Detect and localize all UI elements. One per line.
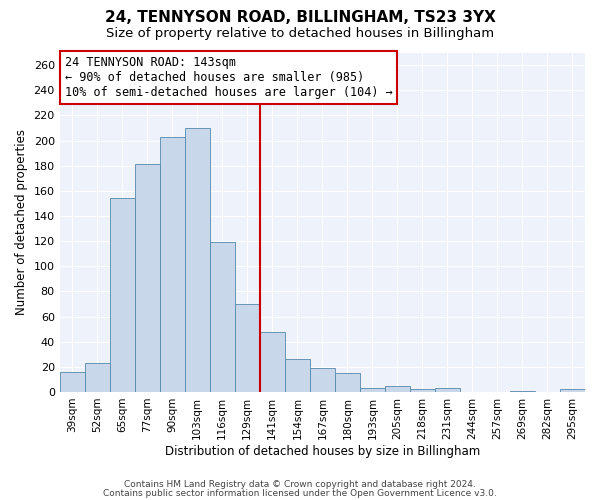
Text: 24 TENNYSON ROAD: 143sqm
← 90% of detached houses are smaller (985)
10% of semi-: 24 TENNYSON ROAD: 143sqm ← 90% of detach… — [65, 56, 392, 99]
Bar — [235, 304, 260, 392]
Bar — [285, 360, 310, 392]
Bar — [210, 242, 235, 392]
Bar — [59, 372, 85, 392]
Bar — [160, 136, 185, 392]
X-axis label: Distribution of detached houses by size in Billingham: Distribution of detached houses by size … — [165, 444, 480, 458]
Y-axis label: Number of detached properties: Number of detached properties — [15, 129, 28, 315]
Bar — [260, 332, 285, 392]
Bar — [360, 388, 385, 392]
Bar — [110, 198, 135, 392]
Bar — [435, 388, 460, 392]
Bar — [185, 128, 210, 392]
Bar — [335, 373, 360, 392]
Text: Size of property relative to detached houses in Billingham: Size of property relative to detached ho… — [106, 28, 494, 40]
Bar — [510, 390, 535, 392]
Bar — [410, 390, 435, 392]
Bar — [135, 164, 160, 392]
Bar — [560, 390, 585, 392]
Bar — [310, 368, 335, 392]
Text: Contains public sector information licensed under the Open Government Licence v3: Contains public sector information licen… — [103, 489, 497, 498]
Bar — [385, 386, 410, 392]
Text: Contains HM Land Registry data © Crown copyright and database right 2024.: Contains HM Land Registry data © Crown c… — [124, 480, 476, 489]
Text: 24, TENNYSON ROAD, BILLINGHAM, TS23 3YX: 24, TENNYSON ROAD, BILLINGHAM, TS23 3YX — [104, 10, 496, 25]
Bar — [85, 363, 110, 392]
